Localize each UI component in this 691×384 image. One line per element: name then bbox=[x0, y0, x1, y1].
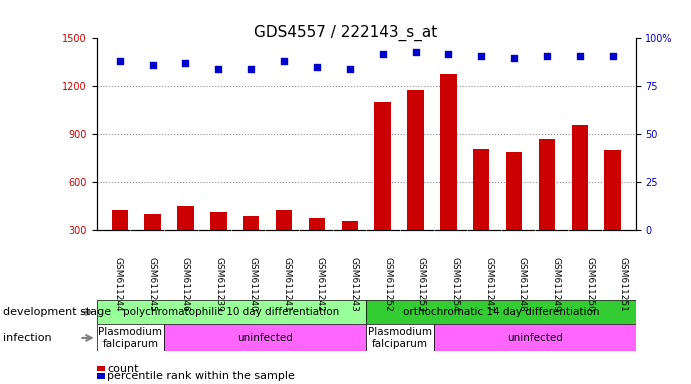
Bar bbox=[341, 221, 358, 278]
Point bbox=[410, 49, 421, 55]
Bar bbox=[506, 152, 522, 278]
Text: GSM611252: GSM611252 bbox=[383, 257, 392, 312]
Bar bbox=[309, 218, 325, 278]
Text: count: count bbox=[107, 364, 139, 374]
Text: GSM611247: GSM611247 bbox=[484, 257, 493, 312]
Bar bbox=[473, 149, 489, 278]
Point bbox=[278, 58, 290, 65]
FancyBboxPatch shape bbox=[434, 324, 636, 351]
Text: GSM611254: GSM611254 bbox=[451, 257, 460, 312]
Point bbox=[114, 58, 125, 65]
Point bbox=[213, 66, 224, 72]
Bar bbox=[144, 214, 161, 278]
Text: GSM611243: GSM611243 bbox=[350, 257, 359, 312]
Point bbox=[542, 53, 553, 59]
Bar bbox=[178, 207, 193, 278]
Bar bbox=[571, 125, 588, 278]
Text: polychromatophilic 10 day differentiation: polychromatophilic 10 day differentiatio… bbox=[124, 307, 339, 317]
Text: GSM611246: GSM611246 bbox=[181, 257, 190, 312]
Bar bbox=[276, 210, 292, 278]
Bar bbox=[210, 212, 227, 278]
Point bbox=[443, 51, 454, 57]
Text: uninfected: uninfected bbox=[237, 333, 293, 343]
Bar bbox=[375, 103, 391, 278]
Text: GSM611253: GSM611253 bbox=[417, 257, 426, 312]
Text: Plasmodium
falciparum: Plasmodium falciparum bbox=[368, 327, 432, 349]
Point bbox=[312, 64, 323, 70]
Point bbox=[574, 53, 585, 59]
Point bbox=[147, 62, 158, 68]
Bar bbox=[243, 216, 259, 278]
Text: GSM611239: GSM611239 bbox=[215, 257, 224, 312]
Point bbox=[246, 66, 257, 72]
FancyBboxPatch shape bbox=[366, 300, 636, 324]
Text: GSM611240: GSM611240 bbox=[248, 257, 257, 312]
Text: GSM611248: GSM611248 bbox=[518, 257, 527, 312]
Point bbox=[344, 66, 355, 72]
Text: development stage: development stage bbox=[3, 307, 111, 317]
Text: GSM611241: GSM611241 bbox=[282, 257, 291, 312]
Text: GSM611251: GSM611251 bbox=[619, 257, 628, 312]
Text: Plasmodium
falciparum: Plasmodium falciparum bbox=[98, 327, 162, 349]
Text: GSM611249: GSM611249 bbox=[551, 257, 560, 312]
Text: uninfected: uninfected bbox=[507, 333, 562, 343]
Text: infection: infection bbox=[3, 333, 52, 343]
Text: GSM611242: GSM611242 bbox=[316, 257, 325, 312]
Point bbox=[509, 55, 520, 61]
FancyBboxPatch shape bbox=[97, 300, 366, 324]
Text: orthochromatic 14 day differentiation: orthochromatic 14 day differentiation bbox=[403, 307, 599, 317]
Text: GDS4557 / 222143_s_at: GDS4557 / 222143_s_at bbox=[254, 25, 437, 41]
FancyBboxPatch shape bbox=[164, 324, 366, 351]
Bar bbox=[440, 74, 457, 278]
Point bbox=[180, 60, 191, 66]
Text: percentile rank within the sample: percentile rank within the sample bbox=[107, 371, 295, 381]
Bar bbox=[407, 90, 424, 278]
Text: GSM611250: GSM611250 bbox=[585, 257, 594, 312]
FancyBboxPatch shape bbox=[366, 324, 434, 351]
Point bbox=[475, 53, 486, 59]
Point bbox=[377, 51, 388, 57]
Point bbox=[607, 53, 618, 59]
Bar bbox=[111, 210, 128, 278]
FancyBboxPatch shape bbox=[97, 324, 164, 351]
Bar bbox=[605, 151, 621, 278]
Text: GSM611245: GSM611245 bbox=[147, 257, 156, 312]
Bar bbox=[539, 139, 555, 278]
Text: GSM611244: GSM611244 bbox=[113, 257, 122, 312]
